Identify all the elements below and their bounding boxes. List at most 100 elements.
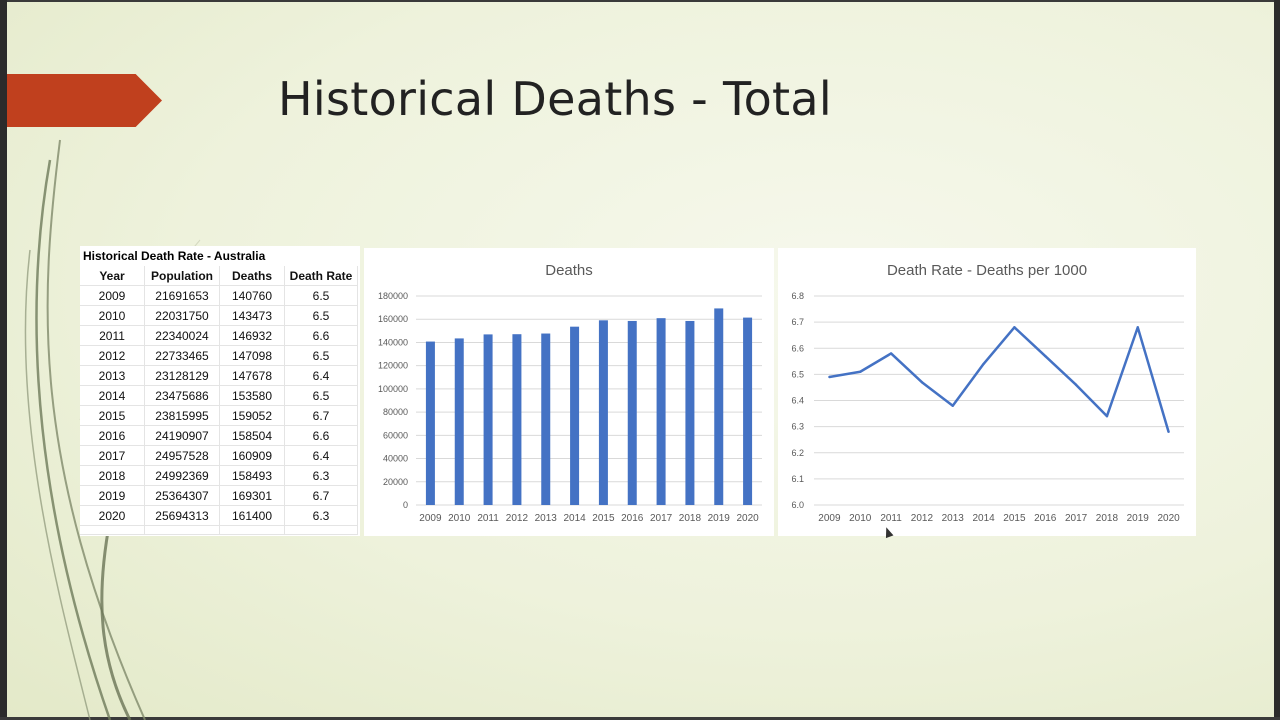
bar (743, 317, 753, 505)
bar (425, 341, 435, 505)
x-tick-label: 2013 (942, 513, 965, 524)
x-tick-label: 2010 (448, 513, 471, 524)
data-point (920, 381, 924, 384)
y-tick-label: 6.2 (791, 448, 804, 458)
deaths-bar-chart: Deaths 0 20000 40000 60000 80000 100000 120000 1… (378, 262, 762, 524)
cell-year: 2009 (80, 285, 145, 306)
bar (570, 326, 580, 505)
x-tick-label: 2020 (1157, 513, 1180, 524)
x-tick-label: 2012 (911, 513, 934, 524)
table-row: 2017 24957528 160909 6.4 (80, 445, 358, 466)
cell-year: 2015 (80, 405, 145, 426)
cell-death-rate: 6.3 (284, 505, 358, 526)
cell-death-rate: 6.6 (284, 425, 358, 446)
x-tick-label: 2012 (506, 513, 529, 524)
x-tick-label: 2014 (563, 513, 586, 524)
cell-death-rate: 6.5 (284, 345, 358, 366)
cell-population: 25694313 (144, 505, 220, 526)
y-tick-label: 6.0 (791, 500, 804, 510)
y-tick-label: 20000 (383, 477, 408, 487)
cell-death-rate: 6.5 (284, 385, 358, 406)
table-row: 2015 23815995 159052 6.7 (80, 405, 358, 426)
slide-title: Historical Deaths - Total (278, 72, 832, 126)
data-point (889, 352, 893, 355)
table-empty-row (80, 525, 358, 535)
data-point (951, 404, 954, 407)
cell-population: 22340024 (144, 325, 220, 346)
x-tick-label: 2011 (477, 513, 499, 524)
cell-death-rate: 6.5 (284, 285, 358, 306)
table-title: Historical Death Rate - Australia (83, 249, 266, 263)
x-tick-label: 2019 (1127, 513, 1150, 524)
cell-population: 24957528 (144, 445, 220, 466)
x-tick-label: 2015 (1003, 513, 1026, 524)
y-tick-label: 6.7 (791, 317, 804, 327)
table-row: 2018 24992369 158493 6.3 (80, 465, 358, 486)
series-line (829, 326, 1170, 433)
header-death-rate: Death Rate (284, 266, 358, 286)
cell-deaths: 147098 (219, 345, 285, 366)
bar (454, 338, 464, 505)
data-point (1136, 326, 1139, 329)
cell-death-rate: 6.5 (284, 305, 358, 326)
y-tick-label: 6.8 (791, 291, 804, 301)
data-point (982, 362, 985, 366)
data-point (1044, 354, 1047, 358)
bar (627, 320, 637, 505)
x-tick-label: 2009 (818, 513, 841, 524)
x-tick-label: 2020 (736, 513, 759, 524)
cell-deaths: 146932 (219, 325, 285, 346)
cell-death-rate: 6.4 (284, 365, 358, 386)
cell-year: 2014 (80, 385, 145, 406)
cell-deaths: 158493 (219, 465, 285, 486)
cell-deaths: 161400 (219, 505, 285, 526)
death-rate-chart-panel: Death Rate - Deaths per 1000 6.0 6.1 6.2 6.3… (778, 248, 1196, 536)
cell-year: 2016 (80, 425, 145, 446)
frame-left (0, 0, 7, 720)
x-tick-label: 2017 (1065, 513, 1088, 524)
x-tick-label: 2018 (1096, 513, 1119, 524)
cell-death-rate: 6.3 (284, 465, 358, 486)
data-point (1167, 430, 1170, 434)
cell-year: 2018 (80, 465, 145, 486)
chart-title: Deaths (545, 262, 593, 279)
table-row: 2011 22340024 146932 6.6 (80, 325, 358, 346)
x-tick-label: 2013 (535, 513, 558, 524)
data-point (859, 370, 862, 373)
bar (512, 334, 522, 505)
bar (483, 334, 493, 505)
bar (714, 308, 724, 505)
cell-death-rate: 6.4 (284, 445, 358, 466)
chart-title: Death Rate - Deaths per 1000 (887, 262, 1087, 279)
table-row: 2012 22733465 147098 6.5 (80, 345, 358, 366)
empty-cell (80, 525, 145, 535)
bar (656, 318, 666, 505)
table-row: 2010 22031750 143473 6.5 (80, 305, 358, 326)
x-tick-label: 2011 (880, 513, 902, 524)
y-tick-label: 6.6 (791, 343, 804, 353)
y-tick-label: 160000 (378, 314, 408, 324)
cell-year: 2011 (80, 325, 145, 346)
title-arrow-accent (7, 74, 162, 127)
cell-population: 22031750 (144, 305, 220, 326)
cell-deaths: 160909 (219, 445, 285, 466)
x-tick-label: 2010 (849, 513, 872, 524)
cell-population: 21691653 (144, 285, 220, 306)
frame-bottom (0, 717, 1280, 720)
table-row: 2019 25364307 169301 6.7 (80, 485, 358, 506)
data-table-panel: Historical Death Rate - Australia Year P… (80, 246, 360, 536)
y-tick-label: 6.5 (791, 369, 804, 379)
data-point (1013, 326, 1016, 329)
cell-population: 25364307 (144, 485, 220, 506)
table-row: 2020 25694313 161400 6.3 (80, 505, 358, 526)
y-tick-label: 40000 (383, 454, 408, 464)
cell-year: 2012 (80, 345, 145, 366)
x-tick-label: 2017 (650, 513, 673, 524)
table-row: 2013 23128129 147678 6.4 (80, 365, 358, 386)
cell-death-rate: 6.6 (284, 325, 358, 346)
cell-year: 2019 (80, 485, 145, 506)
cell-deaths: 147678 (219, 365, 285, 386)
cell-death-rate: 6.7 (284, 485, 358, 506)
cell-population: 23128129 (144, 365, 220, 386)
table-header-row: Year Population Deaths Death Rate (80, 266, 358, 286)
